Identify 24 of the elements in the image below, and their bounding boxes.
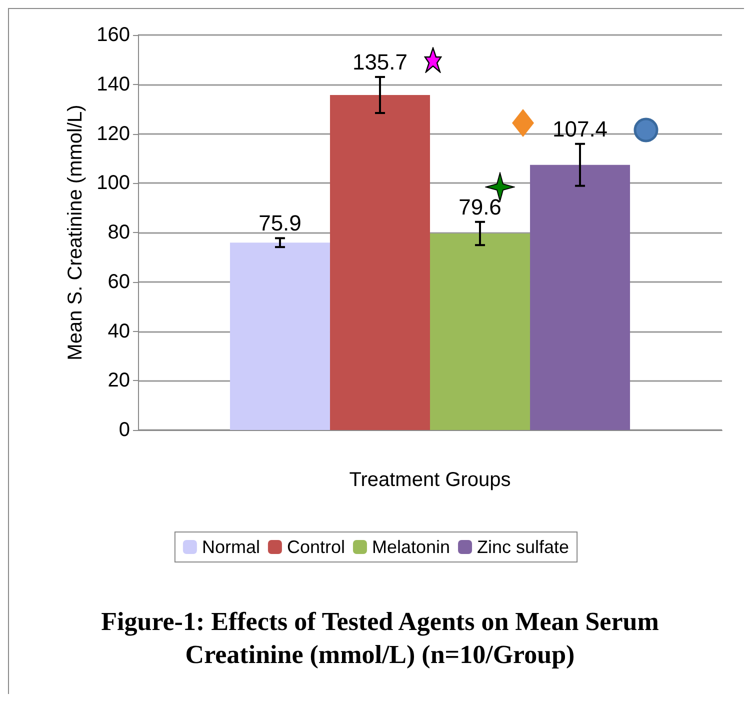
y-tick-label: 0 xyxy=(118,419,130,441)
data-label: 75.9 xyxy=(258,210,302,236)
text: Figure-1: Effects of Tested Agents on Mean Serum Creatinine (mmol/L) (n=10/Group) xyxy=(100,606,660,671)
legend-label: Control xyxy=(286,537,345,557)
y-tick-label: 20 xyxy=(108,370,130,392)
data-label: 79.6 xyxy=(458,194,502,220)
y-tick-label: 100 xyxy=(96,172,130,194)
data-label: 107.4 xyxy=(552,116,608,142)
y-tick-label: 160 xyxy=(96,24,130,46)
bar xyxy=(230,242,330,430)
legend-label: Zinc sulfate xyxy=(477,537,570,557)
y-tick-label: 80 xyxy=(108,222,130,244)
legend-label: Normal xyxy=(202,537,260,557)
legend-label: Melatonin xyxy=(372,537,450,557)
x-axis-title: Treatment Groups xyxy=(349,469,511,491)
bar xyxy=(330,94,430,430)
y-axis-title: Mean S. Creatinine (mmol/L) xyxy=(64,104,87,360)
y-tick-label: 60 xyxy=(108,270,130,293)
data-label: 135.7 xyxy=(352,49,408,74)
bar xyxy=(530,164,630,430)
y-tick-label: 40 xyxy=(108,320,130,342)
y-tick-label: 120 xyxy=(96,122,130,145)
y-tick-label: 140 xyxy=(96,73,130,96)
bar xyxy=(430,233,530,430)
